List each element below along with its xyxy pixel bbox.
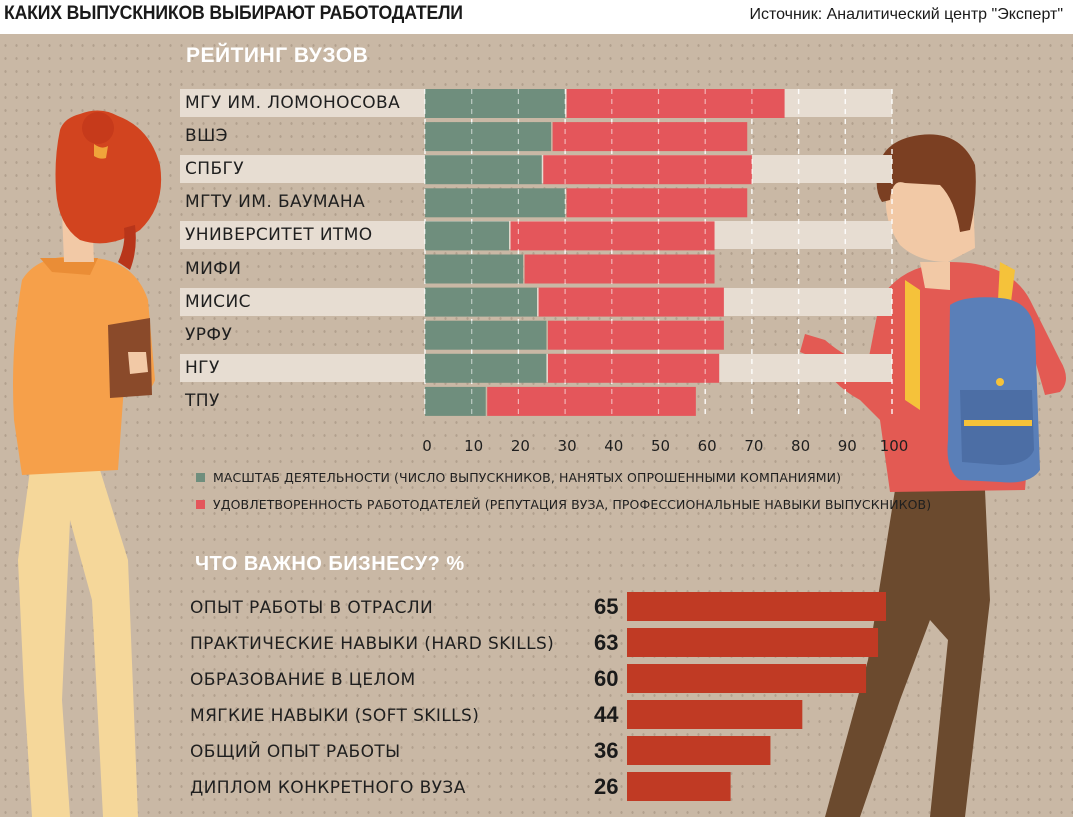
business-category-label: ОПЫТ РАБОТЫ В ОТРАСЛИ — [190, 598, 434, 618]
category-label: ВШЭ — [185, 126, 228, 147]
category-label: МГТУ ИМ. БАУМАНА — [185, 192, 366, 213]
x-tick-label: 30 — [557, 437, 577, 455]
category-label: УНИВЕРСИТЕТ ИТМО — [185, 225, 373, 246]
business-category-label: ДИПЛОМ КОНКРЕТНОГО ВУЗА — [190, 778, 466, 798]
bar-scale — [425, 122, 552, 152]
business-bar — [627, 736, 771, 765]
business-bar — [627, 664, 867, 693]
legend-label-satisfaction: УДОВЛЕТВОРЕННОСТЬ РАБОТОДАТЕЛЕЙ (РЕПУТАЦ… — [213, 497, 932, 512]
x-tick-label: 20 — [510, 437, 530, 455]
bar-satisfaction — [566, 188, 748, 218]
bar-satisfaction — [547, 320, 724, 350]
legend-swatch-scale — [196, 473, 205, 482]
category-label: УРФУ — [185, 324, 233, 345]
x-tick-label: 10 — [464, 437, 484, 455]
x-tick-label: 90 — [837, 437, 857, 455]
business-value-label: 36 — [594, 738, 619, 763]
business-bar — [627, 700, 803, 729]
legend-item-satisfaction: УДОВЛЕТВОРЕННОСТЬ РАБОТОДАТЕЛЕЙ (РЕПУТАЦ… — [196, 497, 931, 512]
business-value-label: 65 — [594, 594, 619, 619]
category-label: МГУ ИМ. ЛОМОНОСОВА — [185, 93, 401, 113]
bar-satisfaction — [552, 122, 748, 152]
x-tick-label: 60 — [697, 437, 717, 455]
header-band — [0, 0, 1073, 34]
x-tick-label: 40 — [604, 437, 624, 455]
bar-satisfaction — [510, 221, 715, 251]
bar-scale — [425, 320, 547, 350]
business-value-label: 26 — [594, 774, 619, 799]
category-label: ТПУ — [185, 390, 220, 411]
category-label: НГУ — [185, 357, 220, 378]
category-label: МИСИС — [185, 291, 251, 312]
x-tick-label: 50 — [650, 437, 671, 455]
business-bar — [627, 772, 731, 801]
business-category-label: ПРАКТИЧЕСКИЕ НАВЫКИ (HARD SKILLS) — [190, 634, 555, 654]
bar-scale — [425, 188, 566, 218]
bar-scale — [425, 254, 524, 284]
page-title: КАКИХ ВЫПУСКНИКОВ ВЫБИРАЮТ РАБОТОДАТЕЛИ — [4, 3, 463, 24]
category-label: СПБГУ — [185, 159, 245, 180]
bar-satisfaction — [538, 287, 724, 317]
business-category-label: МЯГКИЕ НАВЫКИ (SOFT SKILLS) — [190, 706, 480, 726]
source-note: Источник: Аналитический центр "Эксперт" — [749, 6, 1063, 23]
business-value-label: 44 — [594, 702, 619, 727]
business-value-label: 63 — [594, 630, 619, 655]
boy-figure — [800, 134, 1066, 817]
x-tick-label: 100 — [879, 437, 909, 455]
rating-chart-title: РЕЙТИНГ ВУЗОВ — [186, 44, 369, 67]
category-label: МИФИ — [185, 258, 242, 279]
girl-figure — [13, 110, 162, 817]
bar-satisfaction — [566, 89, 785, 118]
bar-satisfaction — [487, 386, 696, 416]
legend-swatch-satisfaction — [196, 500, 205, 509]
business-category-label: ОБЩИЙ ОПЫТ РАБОТЫ — [190, 742, 401, 762]
legend-item-scale: МАСШТАБ ДЕЯТЕЛЬНОСТИ (ЧИСЛО ВЫПУСКНИКОВ,… — [196, 470, 841, 485]
bar-scale — [425, 155, 542, 185]
bar-scale — [425, 287, 538, 317]
x-tick-label: 0 — [422, 437, 432, 455]
bar-scale — [425, 221, 510, 251]
bar-satisfaction — [524, 254, 715, 284]
bar-scale — [425, 353, 547, 383]
legend-label-scale: МАСШТАБ ДЕЯТЕЛЬНОСТИ (ЧИСЛО ВЫПУСКНИКОВ,… — [213, 470, 842, 485]
bar-scale — [425, 386, 486, 416]
business-chart-title: ЧТО ВАЖНО БИЗНЕСУ? % — [195, 553, 465, 575]
bar-scale — [425, 89, 566, 118]
business-value-label: 60 — [594, 666, 619, 691]
business-category-label: ОБРАЗОВАНИЕ В ЦЕЛОМ — [190, 670, 416, 690]
business-bar — [627, 592, 886, 621]
business-bar — [627, 628, 879, 657]
x-tick-label: 80 — [791, 437, 811, 455]
x-tick-label: 70 — [744, 437, 764, 455]
bar-satisfaction — [543, 155, 752, 185]
bar-satisfaction — [547, 353, 720, 383]
